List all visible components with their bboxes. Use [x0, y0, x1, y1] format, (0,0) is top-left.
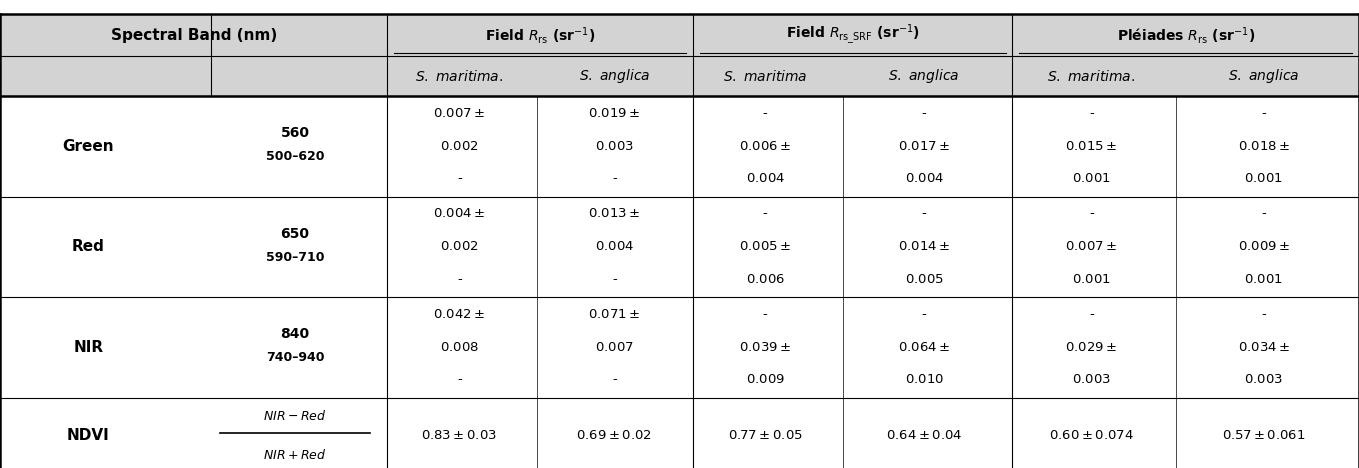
- Bar: [0, 14, 1359, 96]
- Text: $0.018 \pm$: $0.018 \pm$: [1238, 140, 1290, 153]
- Text: $0.003$: $0.003$: [1072, 373, 1110, 386]
- Text: $0.034 \pm$: $0.034 \pm$: [1238, 341, 1290, 354]
- Text: $0.77 \pm 0.05$: $0.77 \pm 0.05$: [727, 429, 803, 442]
- Text: $0.039 \pm$: $0.039 \pm$: [739, 341, 791, 354]
- Text: $0.064 \pm$: $0.064 \pm$: [898, 341, 950, 354]
- Text: -: -: [612, 272, 617, 285]
- Text: -: -: [921, 107, 927, 119]
- Text: $0.007$: $0.007$: [595, 341, 633, 354]
- Text: $0.005 \pm$: $0.005 \pm$: [739, 241, 791, 253]
- Text: $0.002$: $0.002$: [440, 140, 478, 153]
- Text: $0.029 \pm$: $0.029 \pm$: [1065, 341, 1117, 354]
- Text: Field $R_{\rm rs\_SRF}$ (sr$^{-1}$): Field $R_{\rm rs\_SRF}$ (sr$^{-1}$): [786, 23, 920, 47]
- Text: $0.006$: $0.006$: [746, 272, 784, 285]
- Text: $0.003$: $0.003$: [595, 140, 633, 153]
- Text: $0.57 \pm 0.061$: $0.57 \pm 0.061$: [1222, 429, 1306, 442]
- Text: -: -: [921, 308, 927, 321]
- Text: 500–620: 500–620: [265, 150, 325, 163]
- Text: -: -: [921, 207, 927, 220]
- Text: $S.\ anglica$: $S.\ anglica$: [1229, 67, 1299, 85]
- Text: $0.004$: $0.004$: [746, 172, 784, 185]
- Text: $0.004 \pm$: $0.004 \pm$: [434, 207, 485, 220]
- Text: $0.005$: $0.005$: [905, 272, 943, 285]
- Text: -: -: [612, 172, 617, 185]
- Text: $0.64 \pm 0.04$: $0.64 \pm 0.04$: [886, 429, 962, 442]
- Text: $0.009$: $0.009$: [746, 373, 784, 386]
- Text: -: -: [457, 272, 462, 285]
- Text: 560: 560: [280, 126, 310, 140]
- Text: $0.013 \pm$: $0.013 \pm$: [588, 207, 640, 220]
- Text: -: -: [762, 107, 768, 119]
- Text: $S.\ maritima.$: $S.\ maritima.$: [416, 68, 503, 84]
- Text: $0.60 \pm 0.074$: $0.60 \pm 0.074$: [1049, 429, 1133, 442]
- Text: $S.\ maritima$: $S.\ maritima$: [723, 68, 807, 84]
- Text: Green: Green: [63, 139, 114, 154]
- Text: -: -: [457, 373, 462, 386]
- Text: $0.006 \pm$: $0.006 \pm$: [739, 140, 791, 153]
- Text: $0.017 \pm$: $0.017 \pm$: [898, 140, 950, 153]
- Text: -: -: [1261, 107, 1267, 119]
- Text: $0.83 \pm 0.03$: $0.83 \pm 0.03$: [421, 429, 497, 442]
- Text: $0.014 \pm$: $0.014 \pm$: [898, 241, 950, 253]
- Text: $0.009 \pm$: $0.009 \pm$: [1238, 241, 1290, 253]
- Text: -: -: [1089, 207, 1094, 220]
- Text: -: -: [1261, 207, 1267, 220]
- Text: $S.\ maritima.$: $S.\ maritima.$: [1048, 68, 1135, 84]
- Text: -: -: [1261, 308, 1267, 321]
- Text: Red: Red: [72, 239, 105, 255]
- Text: -: -: [1089, 107, 1094, 119]
- Text: $0.001$: $0.001$: [1245, 272, 1283, 285]
- Text: NIR: NIR: [73, 340, 103, 355]
- Text: $0.010$: $0.010$: [905, 373, 943, 386]
- Text: $0.008$: $0.008$: [440, 341, 478, 354]
- Text: $0.004$: $0.004$: [905, 172, 943, 185]
- Text: $0.001$: $0.001$: [1072, 272, 1110, 285]
- Text: $S.\ anglica$: $S.\ anglica$: [579, 67, 650, 85]
- Text: Pléiades $R_{\rm rs}$ (sr$^{-1}$): Pléiades $R_{\rm rs}$ (sr$^{-1}$): [1117, 25, 1254, 45]
- Text: Field $R_{\rm rs}$ (sr$^{-1}$): Field $R_{\rm rs}$ (sr$^{-1}$): [485, 25, 595, 45]
- Text: $0.015 \pm$: $0.015 \pm$: [1065, 140, 1117, 153]
- Text: -: -: [612, 373, 617, 386]
- Text: 590–710: 590–710: [265, 251, 325, 263]
- Text: $0.001$: $0.001$: [1072, 172, 1110, 185]
- Text: Spectral Band (nm): Spectral Band (nm): [110, 28, 277, 43]
- Text: $0.003$: $0.003$: [1245, 373, 1283, 386]
- Text: -: -: [1089, 308, 1094, 321]
- Text: $NIR - Red$: $NIR - Red$: [264, 409, 326, 423]
- Text: 840: 840: [280, 328, 310, 341]
- Text: 740–940: 740–940: [265, 351, 325, 364]
- Text: $0.042 \pm$: $0.042 \pm$: [434, 308, 485, 321]
- Text: $0.69 \pm 0.02$: $0.69 \pm 0.02$: [576, 429, 652, 442]
- Text: -: -: [457, 172, 462, 185]
- Text: NDVI: NDVI: [67, 428, 110, 443]
- Text: $NIR + Red$: $NIR + Red$: [264, 448, 326, 462]
- Text: $0.002$: $0.002$: [440, 241, 478, 253]
- Text: $0.004$: $0.004$: [595, 241, 633, 253]
- Text: -: -: [762, 308, 768, 321]
- Text: $S.\ anglica$: $S.\ anglica$: [889, 67, 959, 85]
- Text: -: -: [762, 207, 768, 220]
- Text: 650: 650: [280, 227, 310, 241]
- Text: $0.019 \pm$: $0.019 \pm$: [588, 107, 640, 119]
- Text: $0.071 \pm$: $0.071 \pm$: [588, 308, 640, 321]
- Text: $0.007 \pm$: $0.007 \pm$: [1065, 241, 1117, 253]
- Text: $0.007 \pm$: $0.007 \pm$: [434, 107, 485, 119]
- Text: $0.001$: $0.001$: [1245, 172, 1283, 185]
